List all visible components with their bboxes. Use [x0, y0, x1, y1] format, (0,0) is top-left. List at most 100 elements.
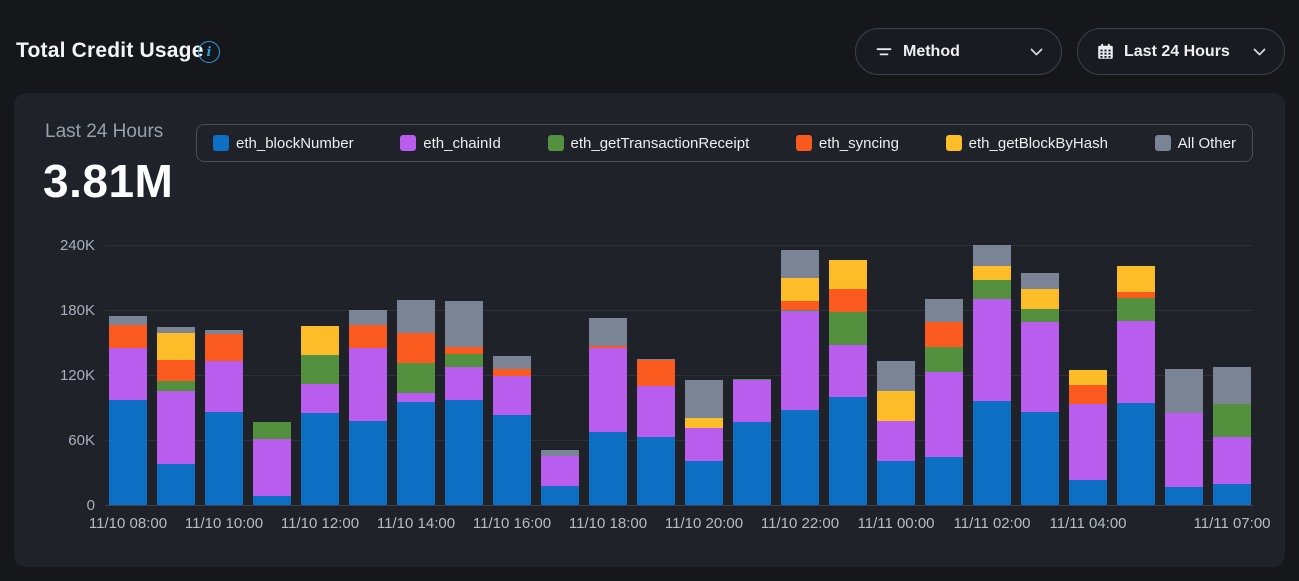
bar-column[interactable]: [685, 380, 723, 505]
bar-segment-eth-syncing[interactable]: [205, 333, 243, 361]
bar-segment-eth-chainid[interactable]: [445, 367, 483, 400]
bar-segment-eth-gettransactionreceipt[interactable]: [1021, 308, 1059, 322]
bar-column[interactable]: [1021, 273, 1059, 505]
bar-column[interactable]: [397, 300, 435, 505]
bar-segment-eth-blocknumber[interactable]: [1165, 486, 1203, 505]
bar-segment-all-other[interactable]: [877, 360, 915, 392]
bar-segment-eth-chainid[interactable]: [1069, 404, 1107, 481]
bar-segment-eth-blocknumber[interactable]: [685, 460, 723, 505]
bar-segment-all-other[interactable]: [397, 300, 435, 333]
bar-segment-eth-getblockbyhash[interactable]: [1117, 265, 1155, 292]
bar-segment-eth-chainid[interactable]: [1213, 436, 1251, 485]
bar-segment-eth-blocknumber[interactable]: [397, 402, 435, 505]
bar-segment-eth-chainid[interactable]: [541, 456, 579, 486]
bar-column[interactable]: [781, 250, 819, 505]
bar-segment-eth-gettransactionreceipt[interactable]: [157, 381, 195, 392]
bar-column[interactable]: [1069, 369, 1107, 505]
bar-segment-eth-gettransactionreceipt[interactable]: [445, 354, 483, 368]
bar-segment-eth-blocknumber[interactable]: [1021, 411, 1059, 505]
bar-segment-eth-gettransactionreceipt[interactable]: [301, 355, 339, 384]
bar-segment-eth-getblockbyhash[interactable]: [1069, 369, 1107, 385]
bar-segment-eth-chainid[interactable]: [301, 383, 339, 413]
time-range-dropdown[interactable]: Last 24 Hours: [1077, 28, 1285, 75]
bar-column[interactable]: [301, 326, 339, 505]
bar-segment-all-other[interactable]: [493, 355, 531, 369]
bar-segment-eth-blocknumber[interactable]: [301, 412, 339, 505]
bar-column[interactable]: [589, 317, 627, 505]
bar-segment-eth-blocknumber[interactable]: [781, 409, 819, 505]
bar-segment-eth-blocknumber[interactable]: [973, 401, 1011, 505]
bar-segment-eth-getblockbyhash[interactable]: [157, 332, 195, 360]
bar-segment-eth-gettransactionreceipt[interactable]: [397, 363, 435, 394]
bar-column[interactable]: [1117, 265, 1155, 505]
bar-column[interactable]: [829, 260, 867, 505]
bar-segment-eth-chainid[interactable]: [589, 347, 627, 433]
bar-segment-eth-blocknumber[interactable]: [541, 485, 579, 505]
bar-segment-eth-gettransactionreceipt[interactable]: [925, 346, 963, 372]
bar-segment-eth-gettransactionreceipt[interactable]: [829, 312, 867, 345]
bar-segment-eth-syncing[interactable]: [589, 345, 627, 348]
bar-segment-eth-chainid[interactable]: [493, 376, 531, 416]
bar-segment-all-other[interactable]: [1165, 368, 1203, 413]
bar-segment-eth-chainid[interactable]: [685, 428, 723, 461]
bar-segment-eth-blocknumber[interactable]: [445, 399, 483, 505]
bar-segment-all-other[interactable]: [1213, 367, 1251, 405]
bar-segment-eth-syncing[interactable]: [637, 359, 675, 386]
bar-column[interactable]: [733, 379, 771, 505]
bar-segment-all-other[interactable]: [349, 309, 387, 326]
bar-segment-eth-syncing[interactable]: [493, 368, 531, 377]
bar-segment-eth-blocknumber[interactable]: [253, 496, 291, 505]
bar-segment-eth-blocknumber[interactable]: [1213, 484, 1251, 505]
bar-segment-eth-blocknumber[interactable]: [157, 463, 195, 505]
bar-segment-eth-gettransactionreceipt[interactable]: [973, 279, 1011, 300]
bar-segment-eth-chainid[interactable]: [1117, 320, 1155, 404]
bar-segment-eth-blocknumber[interactable]: [925, 457, 963, 505]
bar-segment-all-other[interactable]: [445, 301, 483, 347]
bar-segment-all-other[interactable]: [109, 316, 147, 326]
bar-segment-eth-syncing[interactable]: [157, 359, 195, 382]
info-icon[interactable]: i: [198, 41, 220, 63]
bar-segment-eth-chainid[interactable]: [397, 393, 435, 403]
bar-segment-eth-syncing[interactable]: [1069, 384, 1107, 405]
bar-segment-eth-chainid[interactable]: [637, 385, 675, 437]
bar-segment-eth-syncing[interactable]: [445, 346, 483, 355]
bar-column[interactable]: [1213, 367, 1251, 505]
bar-segment-eth-chainid[interactable]: [877, 420, 915, 461]
bar-column[interactable]: [973, 245, 1011, 505]
bar-column[interactable]: [925, 299, 963, 505]
bar-segment-all-other[interactable]: [589, 317, 627, 346]
bar-column[interactable]: [1165, 368, 1203, 505]
bar-column[interactable]: [253, 421, 291, 505]
bar-segment-eth-chainid[interactable]: [157, 391, 195, 464]
bar-column[interactable]: [541, 449, 579, 505]
bar-segment-eth-blocknumber[interactable]: [829, 396, 867, 505]
bar-segment-eth-syncing[interactable]: [829, 289, 867, 313]
bar-segment-eth-blocknumber[interactable]: [493, 415, 531, 505]
bar-segment-eth-gettransactionreceipt[interactable]: [781, 310, 819, 312]
bar-segment-all-other[interactable]: [541, 449, 579, 457]
bar-segment-eth-getblockbyhash[interactable]: [781, 277, 819, 302]
bar-segment-eth-chainid[interactable]: [205, 360, 243, 412]
bar-segment-all-other[interactable]: [205, 329, 243, 334]
bar-segment-eth-chainid[interactable]: [349, 347, 387, 421]
bar-column[interactable]: [109, 316, 147, 505]
legend-item-eth-syncing[interactable]: eth_syncing: [795, 135, 899, 152]
bar-segment-eth-chainid[interactable]: [109, 347, 147, 400]
legend-item-all-other[interactable]: All Other: [1154, 135, 1236, 152]
bar-segment-eth-chainid[interactable]: [973, 299, 1011, 401]
bar-segment-eth-getblockbyhash[interactable]: [877, 391, 915, 421]
bar-segment-all-other[interactable]: [781, 250, 819, 278]
bar-segment-eth-chainid[interactable]: [1165, 412, 1203, 487]
bar-segment-eth-chainid[interactable]: [1021, 321, 1059, 412]
bar-segment-eth-blocknumber[interactable]: [733, 421, 771, 505]
bar-segment-eth-chainid[interactable]: [253, 438, 291, 497]
bar-segment-eth-getblockbyhash[interactable]: [829, 260, 867, 290]
bar-segment-eth-blocknumber[interactable]: [1117, 403, 1155, 505]
bar-segment-eth-getblockbyhash[interactable]: [1021, 289, 1059, 309]
bar-column[interactable]: [493, 355, 531, 505]
bar-segment-eth-syncing[interactable]: [109, 325, 147, 348]
bar-segment-eth-syncing[interactable]: [397, 332, 435, 364]
bar-segment-eth-gettransactionreceipt[interactable]: [1117, 298, 1155, 321]
bar-segment-eth-gettransactionreceipt[interactable]: [253, 421, 291, 439]
bar-segment-eth-blocknumber[interactable]: [637, 436, 675, 505]
